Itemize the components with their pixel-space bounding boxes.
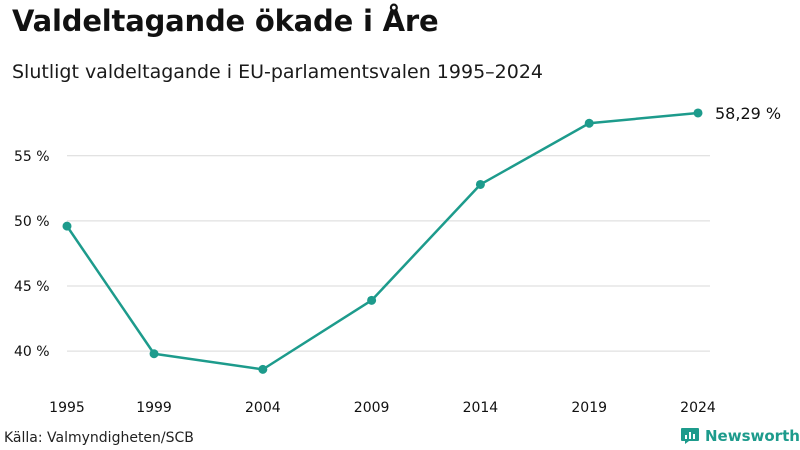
y-tick-label: 50 % — [14, 214, 50, 230]
data-point — [584, 118, 594, 128]
data-point — [693, 108, 703, 118]
y-tick-label: 40 % — [14, 344, 50, 360]
data-point — [475, 179, 485, 189]
data-point — [149, 349, 159, 359]
x-tick-label: 2009 — [354, 400, 390, 416]
newsworthy-logo: Newsworthy — [680, 427, 800, 445]
y-tick-label: 55 % — [14, 149, 50, 165]
end-value-label: 58,29 % — [715, 104, 781, 123]
x-tick-label: 1999 — [136, 400, 172, 416]
y-tick-label: 45 % — [14, 279, 50, 295]
x-tick-label: 2024 — [680, 400, 716, 416]
x-tick-label: 2019 — [571, 400, 607, 416]
x-tick-label: 2014 — [463, 400, 499, 416]
data-point — [258, 364, 268, 374]
brand-name: Newsworthy — [705, 427, 800, 445]
series-line — [65, 111, 700, 371]
x-tick-label: 1995 — [49, 400, 85, 416]
data-point — [62, 221, 72, 231]
data-point — [367, 295, 377, 305]
newsworthy-icon — [681, 428, 699, 444]
chart-title: Valdeltagande ökade i Åre — [12, 4, 439, 38]
source-note: Källa: Valmyndigheten/SCB — [4, 430, 194, 446]
chart-subtitle: Slutligt valdeltagande i EU-parlamentsva… — [12, 61, 544, 83]
x-tick-label: 2004 — [245, 400, 281, 416]
